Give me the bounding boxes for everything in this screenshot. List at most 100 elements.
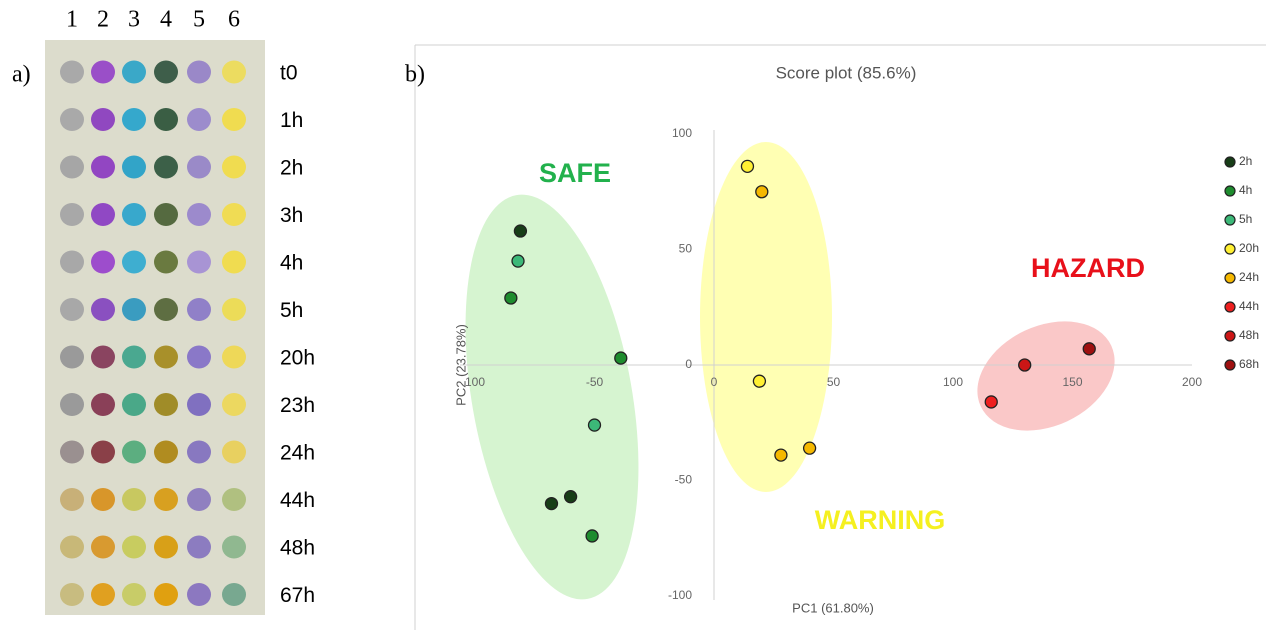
sensor-dot [222,298,246,321]
point [1082,342,1096,356]
sensor-dot [187,583,211,606]
sensor-dot [60,298,84,321]
hazard-region [977,321,1115,431]
safe-region [465,194,639,600]
legend-marker [1224,359,1236,371]
sensor-dot [222,440,246,464]
column-label: 3 [128,7,140,33]
x-tick-label: 100 [465,375,485,389]
row-label: 24h [280,442,315,465]
point [587,418,602,432]
point [740,159,755,173]
point [513,224,528,238]
sensor-dot [187,60,211,84]
point [752,374,767,388]
sensor-dot [187,203,211,226]
legend-label: 68h [1239,357,1259,371]
row-label: 20h [280,347,315,370]
sensor-dot [222,155,246,179]
column-label: 2 [97,7,109,33]
sensor-dot [122,393,146,416]
sensor-dot [154,345,178,369]
sensor-dot [187,345,211,369]
column-label: 6 [228,7,240,33]
row-label: 5h [280,299,303,322]
legend-label: 48h [1239,328,1259,342]
legend-label: 20h [1239,241,1259,255]
y-tick-label: 0 [685,357,692,371]
sensor-dot [154,155,178,179]
row-label: 48h [280,537,315,560]
y-tick-label: -100 [668,588,692,602]
sensor-dot [122,203,146,226]
point [802,441,817,455]
legend-label: 44h [1239,299,1259,313]
point [504,291,518,305]
sensor-dot [60,60,84,84]
x-tick-label: 200 [1182,375,1202,389]
sensor-dot [91,203,115,226]
row-label: t0 [280,62,298,85]
row-label: 2h [280,157,303,180]
legend-marker [1224,272,1236,284]
x-tick-label: 150 [1062,375,1082,389]
y-tick-label: 50 [679,242,693,256]
sensor-dot [154,60,178,84]
sensor-panel: 1 2 3 4 5 6 t0 1h 2h 3h 4h 5h 20h 23h 24h 44h 48h 67h [60,7,315,607]
sensor-dot [91,108,115,131]
sensor-dot [122,488,146,511]
point [585,529,599,543]
sensor-dot [60,155,84,179]
sensor-dot [222,203,246,226]
annotation: HAZARD [1031,253,1145,283]
sensor-dot [91,250,115,274]
sensor-dot [60,583,84,606]
row-label: 4h [280,252,303,275]
sensor-dot [91,60,115,84]
warning-region [700,142,832,492]
row-label: 23h [280,394,315,417]
point [511,254,525,268]
sensor-dot [122,583,146,606]
sensor-dot [122,345,146,369]
sensor-dot [187,393,211,416]
sensor-dot [154,440,178,464]
sensor-dot [154,535,178,559]
sensor-dot [60,488,84,511]
sensor-dot [222,583,246,606]
x-tick-label: 100 [943,375,963,389]
sensor-dot [187,298,211,321]
sensor-dot [187,535,211,559]
legend-marker [1224,214,1236,226]
point [544,496,559,511]
panel-label: a) [12,62,31,88]
row-label: 67h [280,584,315,607]
sensor-dot [154,250,178,274]
sensor-dot [91,155,115,179]
point [755,185,769,199]
y-tick-label: 100 [672,126,692,140]
legend-marker [1224,330,1236,342]
sensor-dot [60,440,84,464]
sensor-dot [222,250,246,274]
sensor-dot [187,250,211,274]
point [614,351,628,365]
sensor-dot [122,108,146,131]
legend-marker [1224,243,1236,255]
annotation: WARNING [815,505,946,535]
sensor-dot [187,108,211,131]
sensor-dot [154,393,178,416]
sensor-dot [222,393,246,416]
row-label: 3h [280,204,303,227]
point [774,448,788,462]
sensor-dot [91,440,115,464]
y-tick-label: -50 [675,473,693,487]
sensor-dot [122,440,146,464]
annotation: SAFE [539,158,611,188]
sensor-dot [222,488,246,511]
panel-label: b) [405,62,425,88]
sensor-dot [122,155,146,179]
sensor-dot [91,345,115,369]
column-label: 5 [193,7,205,33]
